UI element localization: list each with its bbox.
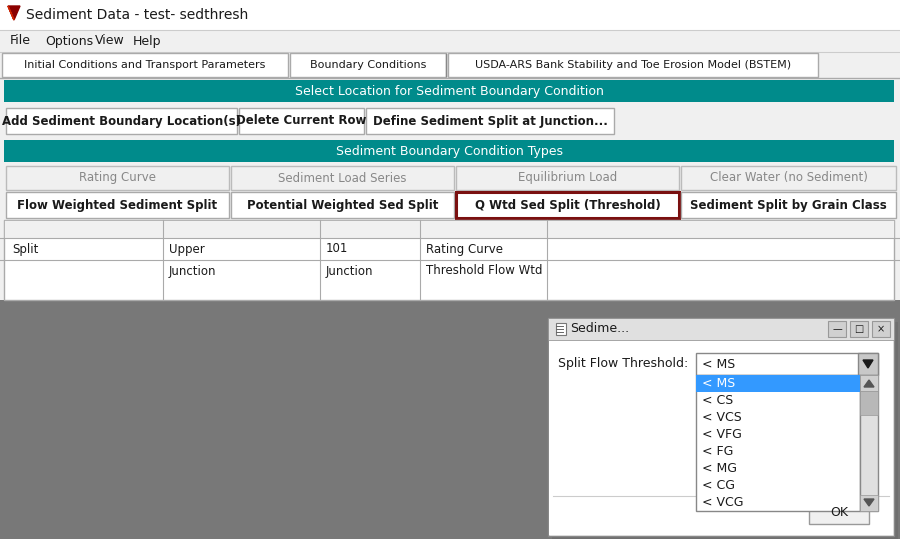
Text: View: View [95, 34, 125, 47]
Polygon shape [8, 6, 20, 20]
Text: Flow Weighted Sediment Split: Flow Weighted Sediment Split [17, 198, 218, 211]
Text: Sediment Split by Grain Class: Sediment Split by Grain Class [690, 198, 886, 211]
Text: —: — [832, 324, 842, 334]
Bar [239, 108, 364, 134]
Bar [0, 0, 900, 30]
Bar [552, 322, 898, 539]
Bar [696, 375, 860, 511]
Text: Options: Options [45, 34, 93, 47]
Text: Threshold Flow Wtd: Threshold Flow Wtd [426, 265, 543, 278]
Text: < CG: < CG [702, 479, 735, 492]
Polygon shape [863, 360, 873, 368]
Bar [860, 375, 878, 511]
Text: Split: Split [12, 243, 39, 255]
Text: 101: 101 [326, 243, 348, 255]
Text: Help: Help [133, 34, 161, 47]
Bar [809, 502, 869, 524]
Polygon shape [8, 6, 14, 20]
Bar [548, 318, 894, 340]
Text: < VFG: < VFG [702, 428, 742, 441]
Bar [681, 166, 896, 190]
Text: < MG: < MG [702, 462, 737, 475]
Bar [548, 318, 894, 536]
Bar [290, 53, 446, 77]
Bar [456, 192, 679, 218]
Text: Q Wtd Sed Split (Threshold): Q Wtd Sed Split (Threshold) [474, 198, 661, 211]
Bar [696, 375, 860, 392]
Bar [0, 78, 900, 539]
Text: □: □ [854, 324, 864, 334]
Bar [4, 80, 894, 102]
Text: Sediment Load Series: Sediment Load Series [278, 171, 407, 184]
Text: File: File [10, 34, 31, 47]
Bar [850, 321, 868, 337]
Text: < MS: < MS [702, 377, 735, 390]
Bar [6, 192, 229, 218]
Text: Upper: Upper [169, 243, 205, 255]
Bar [0, 52, 900, 78]
Polygon shape [864, 499, 874, 506]
Polygon shape [864, 380, 874, 387]
Text: USDA-ARS Bank Stability and Toe Erosion Model (BSTEM): USDA-ARS Bank Stability and Toe Erosion … [475, 60, 791, 70]
Bar [860, 375, 878, 391]
Text: < MS: < MS [702, 357, 735, 370]
Bar [0, 30, 900, 52]
Text: < FG: < FG [702, 445, 733, 458]
Bar [858, 353, 878, 375]
Text: Initial Conditions and Transport Parameters: Initial Conditions and Transport Paramet… [24, 60, 265, 70]
Text: Boundary Conditions: Boundary Conditions [310, 60, 427, 70]
Text: Define Sediment Split at Junction...: Define Sediment Split at Junction... [373, 114, 608, 128]
Bar [231, 192, 454, 218]
Text: Equilibrium Load: Equilibrium Load [518, 171, 617, 184]
Bar [556, 323, 566, 335]
Text: Junction: Junction [169, 265, 217, 278]
Text: Delete Current Row: Delete Current Row [237, 114, 366, 128]
Bar [4, 140, 894, 162]
Text: Select Location for Sediment Boundary Condition: Select Location for Sediment Boundary Co… [294, 85, 603, 98]
Text: Add Sediment Boundary Location(s): Add Sediment Boundary Location(s) [2, 114, 241, 128]
Bar [231, 166, 454, 190]
Bar [0, 300, 900, 539]
Bar [4, 220, 894, 300]
Bar [448, 53, 818, 77]
Bar [366, 108, 614, 134]
Bar [696, 353, 878, 375]
Bar [828, 321, 846, 337]
Text: OK: OK [830, 507, 848, 520]
Bar [6, 108, 237, 134]
Bar [872, 321, 890, 337]
Text: Split Flow Threshold:: Split Flow Threshold: [558, 357, 688, 370]
Bar [860, 495, 878, 511]
Text: Sediment Boundary Condition Types: Sediment Boundary Condition Types [336, 144, 562, 157]
Bar [456, 166, 679, 190]
Text: Rating Curve: Rating Curve [79, 171, 156, 184]
Text: Junction: Junction [326, 265, 374, 278]
Text: Sediment Data - test- sedthresh: Sediment Data - test- sedthresh [26, 8, 248, 22]
Text: < CS: < CS [702, 394, 733, 407]
Bar [4, 220, 894, 238]
Bar [6, 166, 229, 190]
Bar [549, 340, 893, 535]
Text: Potential Weighted Sed Split: Potential Weighted Sed Split [247, 198, 438, 211]
Bar [2, 53, 288, 77]
Text: ×: × [877, 324, 885, 334]
Bar [681, 192, 896, 218]
Text: Clear Water (no Sediment): Clear Water (no Sediment) [709, 171, 868, 184]
Text: Rating Curve: Rating Curve [426, 243, 503, 255]
Bar [860, 391, 878, 415]
Text: < VCS: < VCS [702, 411, 742, 424]
Text: Sedime...: Sedime... [570, 322, 629, 335]
Text: < VCG: < VCG [702, 496, 743, 509]
